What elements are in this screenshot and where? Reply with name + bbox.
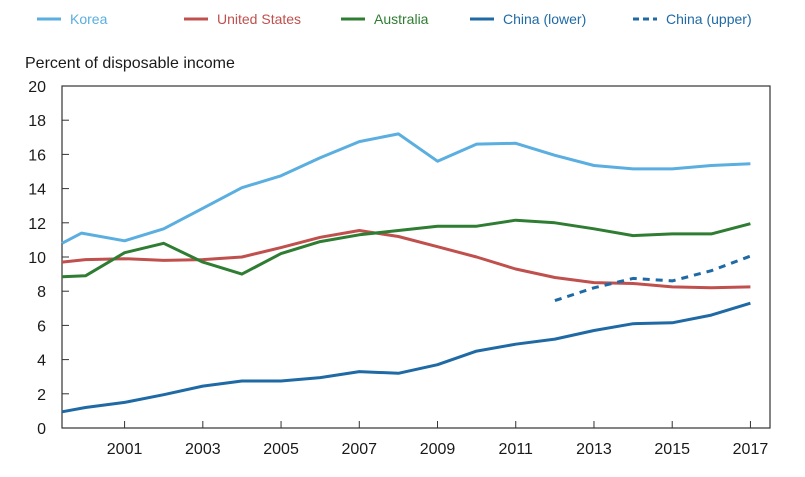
y-tick-label: 2 xyxy=(37,387,46,404)
y-axis-label: Percent of disposable income xyxy=(25,55,235,72)
x-tick-label: 2003 xyxy=(185,441,221,458)
x-tick-label: 2017 xyxy=(733,441,769,458)
y-tick-label: 10 xyxy=(28,250,46,267)
x-tick-label: 2013 xyxy=(576,441,612,458)
x-tick-label: 2009 xyxy=(420,441,456,458)
series-line-china-upper xyxy=(554,254,751,303)
x-tick-label: 2015 xyxy=(654,441,690,458)
series-line-united-states xyxy=(61,229,751,290)
series-line-australia xyxy=(61,218,751,279)
y-tick-label: 20 xyxy=(28,79,46,96)
series-layer xyxy=(61,132,751,414)
y-tick-label: 8 xyxy=(37,284,46,301)
legend-label-china-upper: China (upper) xyxy=(666,11,752,27)
x-tick-label: 2001 xyxy=(107,441,143,458)
y-tick-label: 18 xyxy=(28,113,46,130)
x-tick-label: 2005 xyxy=(263,441,299,458)
y-tick-label: 4 xyxy=(37,353,46,370)
x-tick-label: 2007 xyxy=(341,441,377,458)
legend-label-china-lower: China (lower) xyxy=(503,11,586,27)
series-line-korea xyxy=(61,132,751,245)
y-tick-label: 16 xyxy=(28,147,46,164)
legend: Korea United States Australia China (lower)… xyxy=(37,11,752,27)
axes: 0 2 4 6 8 10 12 14 16 18 20 2001 2003 2005 2007 2009 201… xyxy=(28,79,771,458)
legend-label-australia: Australia xyxy=(374,11,429,27)
y-tick-label: 0 xyxy=(37,421,46,438)
y-tick-label: 12 xyxy=(28,216,46,233)
series-line-china-lower xyxy=(61,301,751,414)
y-tick-label: 14 xyxy=(28,182,46,199)
legend-label-korea: Korea xyxy=(70,11,108,27)
legend-label-united-states: United States xyxy=(217,11,301,27)
x-tick-label: 2011 xyxy=(499,441,534,458)
plot-frame xyxy=(61,85,771,429)
y-tick-label: 6 xyxy=(37,318,46,335)
